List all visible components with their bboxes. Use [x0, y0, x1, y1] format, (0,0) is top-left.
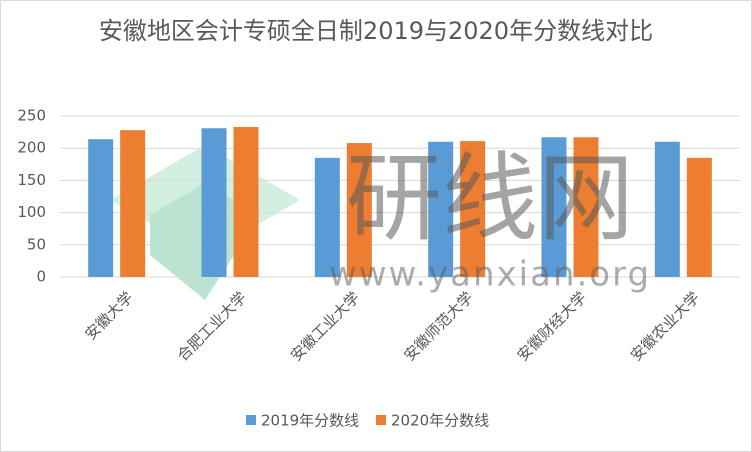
bar	[654, 141, 680, 277]
bar	[201, 128, 227, 277]
watermark-text: 研线网	[346, 142, 634, 254]
legend-swatch	[246, 415, 256, 425]
bar	[573, 137, 599, 277]
y-tick-label: 100	[17, 203, 46, 221]
bar	[686, 157, 712, 277]
y-tick-label: 150	[17, 171, 46, 189]
bar	[233, 126, 259, 277]
bar	[88, 139, 114, 277]
legend-label: 2019年分数线	[261, 412, 359, 430]
y-tick-label: 0	[36, 268, 46, 286]
bar	[314, 157, 340, 277]
bar	[428, 141, 454, 277]
y-tick-label: 50	[27, 235, 46, 253]
bar	[120, 130, 146, 277]
chart-title: 安徽地区会计专硕全日制2019与2020年分数线对比	[98, 17, 654, 45]
y-tick-label: 200	[17, 139, 46, 157]
legend-swatch	[376, 415, 386, 425]
bar	[460, 141, 486, 277]
watermark-url: www.yanxian.org	[329, 255, 651, 295]
legend-label: 2020年分数线	[391, 412, 489, 430]
bar	[541, 137, 567, 277]
bar	[346, 143, 372, 277]
y-tick-label: 250	[17, 107, 46, 125]
